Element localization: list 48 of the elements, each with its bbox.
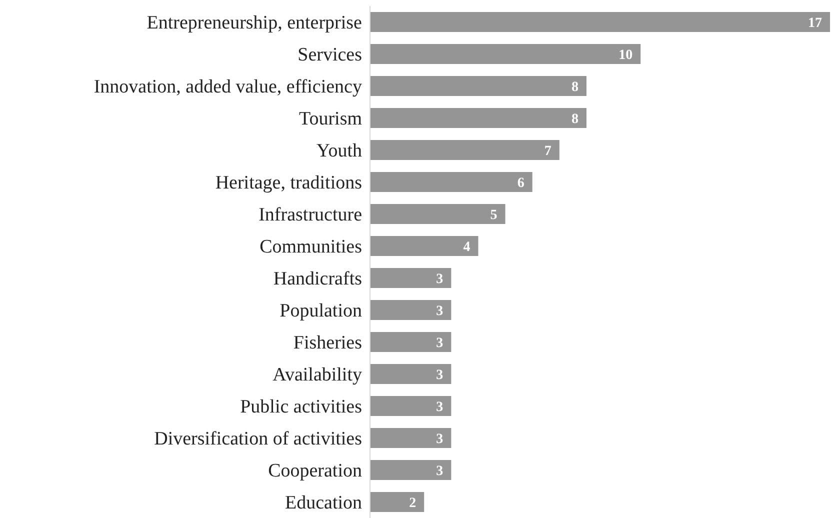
bar [370,364,452,384]
y-tick-label: Communities [260,236,362,258]
y-tick-label: Heritage, traditions [215,172,362,194]
y-tick-label: Population [280,300,362,322]
y-tick-label: Services [298,44,362,66]
bar [370,140,560,160]
y-tick-label: Handicrafts [273,268,362,290]
data-label: 6 [517,176,524,191]
y-tick-label: Entrepreneurship, enterprise [146,12,362,34]
data-label: 3 [436,304,444,319]
y-tick-label: Education [284,492,362,514]
data-label: 10 [618,48,633,63]
y-tick-label: Cooperation [268,460,362,482]
y-tick-label: Youth [316,140,362,162]
bar [370,268,452,288]
y-tick-label: Infrastructure [258,204,362,226]
y-tick-label: Fisheries [293,332,362,354]
bar [370,236,478,256]
bar [370,492,424,512]
bar [370,204,506,224]
data-label: 8 [571,80,578,95]
bar [370,428,452,448]
bar [370,76,586,96]
data-label: 8 [571,112,578,127]
y-tick-label: Diversification of activities [154,428,362,450]
bar [370,332,452,352]
data-label: 4 [463,240,470,255]
data-label: 3 [436,400,444,415]
data-label: 2 [409,496,416,511]
data-label: 17 [808,16,822,31]
y-tick-label: Innovation, added value, efficiency [94,76,362,98]
data-label: 3 [436,272,444,287]
data-label: 3 [436,368,444,383]
bar [370,172,532,192]
data-label: 5 [490,208,498,223]
data-label: 3 [436,464,444,479]
data-label: 3 [436,336,444,351]
y-tick-label: Availability [272,364,362,386]
bar [370,44,641,64]
bar [370,396,452,416]
bar [370,108,586,128]
data-label: 7 [544,144,552,159]
bar [370,460,452,480]
bar [370,300,452,320]
y-tick-label: Tourism [298,108,362,130]
bar [370,12,830,32]
y-tick-label: Public activities [240,396,362,418]
data-label: 3 [436,432,444,447]
